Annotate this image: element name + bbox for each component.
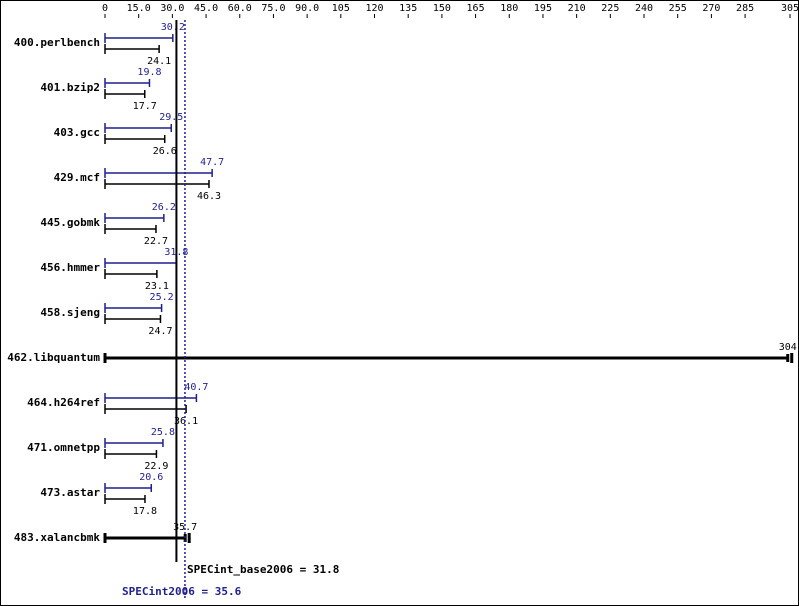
category-label: 483.xalancbmk [14, 531, 100, 544]
bar [104, 134, 166, 144]
x-tick-label: 0 [102, 3, 108, 14]
x-tick-label: 105 [332, 3, 350, 14]
x-tick-label: 180 [500, 3, 518, 14]
bar [104, 314, 162, 324]
category-label: 445.gobmk [40, 216, 100, 229]
x-tick-label: 75.0 [261, 3, 285, 14]
bar [104, 269, 158, 279]
x-tick-label: 120 [365, 3, 383, 14]
category-label: 456.hmmer [40, 261, 100, 274]
bar [104, 168, 213, 178]
x-tick-label: 270 [702, 3, 720, 14]
x-tick-label: 255 [669, 3, 687, 14]
category-label: 464.h264ref [27, 396, 100, 409]
x-tick-label: 90.0 [295, 3, 319, 14]
value-label: 47.7 [200, 157, 224, 168]
bar [104, 303, 163, 313]
value-label: 23.1 [145, 281, 169, 292]
category-label: 403.gcc [54, 126, 100, 139]
bar [104, 449, 158, 459]
value-label: 30.2 [161, 22, 185, 33]
category-label: 458.sjeng [40, 306, 100, 319]
value-label: 17.8 [133, 506, 157, 517]
bar [104, 483, 153, 493]
bar [103, 353, 794, 363]
value-label: 22.7 [144, 236, 168, 247]
value-label: 20.6 [139, 472, 163, 483]
bar [104, 224, 157, 234]
bar [104, 393, 198, 403]
category-label: 401.bzip2 [40, 81, 100, 94]
value-label: 40.7 [184, 382, 208, 393]
x-tick-label: 150 [433, 3, 451, 14]
value-label: 35.7 [173, 522, 197, 533]
category-label: 473.astar [40, 486, 100, 499]
category-label: 471.omnetpp [27, 441, 100, 454]
x-tick-label: 305 [781, 3, 799, 14]
x-tick-label: 165 [467, 3, 485, 14]
bar [104, 123, 173, 133]
value-label: 22.9 [144, 461, 168, 472]
value-label: 29.5 [159, 112, 183, 123]
value-label: 26.2 [152, 202, 176, 213]
x-tick-label: 15.0 [127, 3, 151, 14]
reference-label: SPECint2006 = 35.6 [122, 585, 242, 598]
bar [104, 33, 174, 43]
bar [104, 494, 146, 504]
x-tick-label: 225 [601, 3, 619, 14]
x-tick-label: 195 [534, 3, 552, 14]
category-label: 400.perlbench [14, 36, 100, 49]
bar [104, 438, 164, 448]
bar [104, 44, 160, 54]
value-label: 25.2 [150, 292, 174, 303]
value-label: 17.7 [133, 101, 157, 112]
bar [103, 533, 191, 543]
bar [104, 213, 165, 223]
bar [104, 78, 151, 88]
value-label: 24.1 [147, 56, 171, 67]
x-tick-label: 210 [568, 3, 586, 14]
x-tick-label: 60.0 [228, 3, 252, 14]
value-label: 36.1 [174, 416, 198, 427]
category-label: 462.libquantum [7, 351, 100, 364]
x-tick-label: 285 [736, 3, 754, 14]
x-tick-label: 240 [635, 3, 653, 14]
value-label: 24.7 [148, 326, 172, 337]
value-label: 304 [779, 342, 797, 353]
value-label: 25.8 [151, 427, 175, 438]
value-label: 19.8 [137, 67, 161, 78]
bar [104, 179, 210, 189]
x-tick-label: 45.0 [194, 3, 218, 14]
x-tick-label: 30.0 [160, 3, 184, 14]
x-tick-label: 135 [399, 3, 417, 14]
value-label: 26.6 [153, 146, 177, 157]
bar [104, 404, 187, 414]
reference-label: SPECint_base2006 = 31.8 [187, 563, 339, 576]
value-label: 46.3 [197, 191, 221, 202]
bar [104, 89, 146, 99]
category-label: 429.mcf [54, 171, 100, 184]
